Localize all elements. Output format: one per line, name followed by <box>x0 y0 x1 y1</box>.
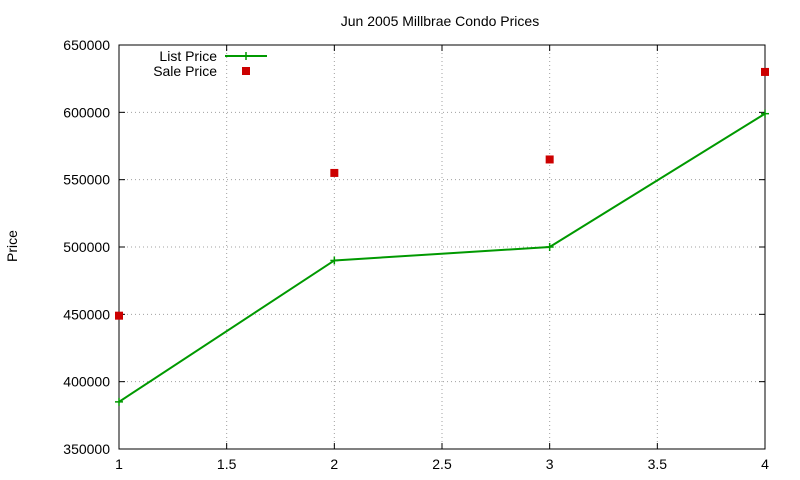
legend-label-list-price: List Price <box>159 48 217 64</box>
y-tick-label: 450000 <box>63 306 110 322</box>
grid-lines <box>119 45 765 449</box>
x-tick-label: 3.5 <box>648 456 668 472</box>
data-series <box>115 67 769 406</box>
legend-label-sale-price: Sale Price <box>153 63 217 79</box>
sale-price-point <box>761 67 769 76</box>
sale-price-point <box>330 168 339 177</box>
sale-price-point <box>115 311 123 320</box>
y-tick-label: 500000 <box>63 239 110 255</box>
sale-price-point <box>545 155 554 164</box>
y-axis-label: Price <box>4 230 20 262</box>
list-price-line <box>118 112 766 403</box>
x-tick-label: 2 <box>330 456 338 472</box>
x-tick-label: 3 <box>546 456 554 472</box>
y-tick-label: 350000 <box>63 441 110 457</box>
y-tick-label: 650000 <box>63 37 110 53</box>
x-tick-label: 2.5 <box>432 456 452 472</box>
y-tick-label: 600000 <box>63 104 110 120</box>
x-tick-label: 1.5 <box>217 456 237 472</box>
axis-ticks: 1 1.5 2 2.5 3 3.5 4 350000 400000 450000 500000 550… <box>63 37 769 472</box>
x-tick-label: 1 <box>115 456 123 472</box>
x-tick-label: 4 <box>761 456 769 472</box>
y-tick-label: 400000 <box>63 374 110 390</box>
y-tick-label: 550000 <box>63 172 110 188</box>
chart-title: Jun 2005 Millbrae Condo Prices <box>341 13 539 29</box>
legend-marker-sale-price <box>242 67 250 75</box>
